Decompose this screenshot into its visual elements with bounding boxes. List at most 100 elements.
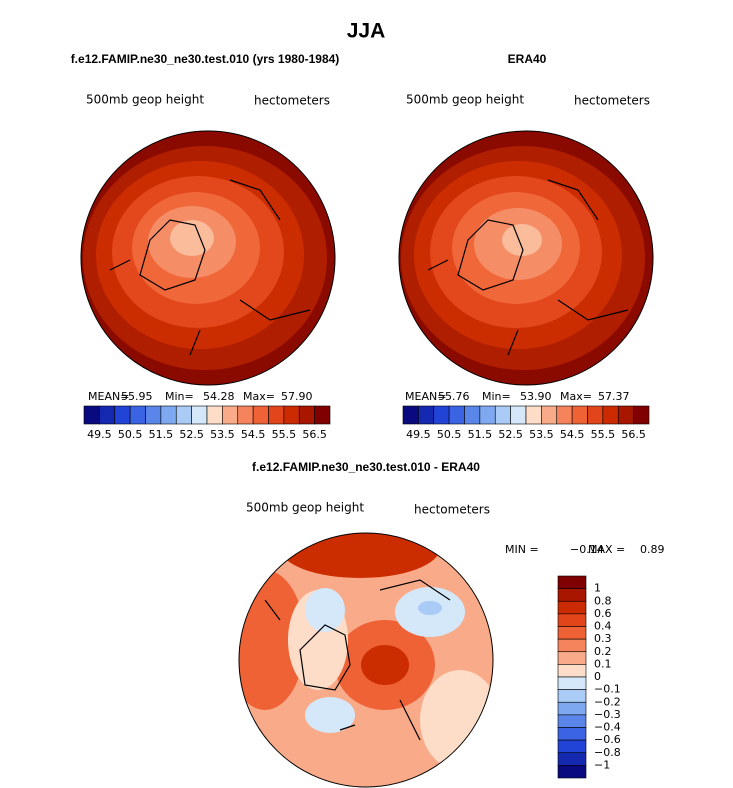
stat-value: 57.37 <box>598 390 630 403</box>
colorbar-box <box>494 405 511 425</box>
field-label: 500mb geop height <box>406 93 524 107</box>
colorbar-label: 50.5 <box>437 428 462 441</box>
colorbar-box <box>557 600 587 615</box>
colorbar-box <box>556 405 573 425</box>
stat-value: 55.76 <box>438 390 470 403</box>
colorbar-label: 0 <box>594 670 601 683</box>
coastlines <box>109 179 629 741</box>
colorbar-box <box>557 626 587 640</box>
map <box>399 131 653 385</box>
colorbar-box <box>448 405 465 425</box>
colorbar-box <box>557 765 587 779</box>
colorbar-box <box>602 405 619 425</box>
colorbar-label: 49.5 <box>406 428 431 441</box>
colorbar-box <box>510 405 527 425</box>
colorbar-box <box>557 689 587 703</box>
colorbar-label: 51.5 <box>149 428 174 441</box>
colorbar-box <box>464 405 481 425</box>
stat-label: MEAN= <box>88 390 129 403</box>
colorbar-box <box>298 405 315 425</box>
stat-value: −0.14 <box>570 543 604 556</box>
colorbar-box <box>222 405 239 425</box>
colorbar-box <box>191 405 208 425</box>
field-label: 500mb geop height <box>86 93 204 107</box>
colorbar-label: −0.4 <box>594 721 621 734</box>
colorbar-label: −0.8 <box>594 746 621 759</box>
stat-label: MIN = <box>505 543 539 556</box>
colorbar-label: 0.4 <box>594 620 612 633</box>
colorbar-box <box>114 405 131 425</box>
colorbar-label: 51.5 <box>468 428 493 441</box>
map <box>239 533 493 787</box>
colorbar-label: 49.5 <box>87 428 112 441</box>
panel-title: ERA40 <box>508 52 547 66</box>
colorbar-label: 55.5 <box>272 428 297 441</box>
colorbar-label: 52.5 <box>498 428 523 441</box>
colorbar-label: −0.2 <box>594 695 621 708</box>
stat-value: 57.90 <box>281 390 313 403</box>
colorbar-label: 0.1 <box>594 657 612 670</box>
colorbar-box <box>557 638 587 653</box>
colorbar-label: 0.2 <box>594 645 612 658</box>
panel-title: f.e12.FAMIP.ne30_ne30.test.010 (yrs 1980… <box>71 52 340 66</box>
colorbar-label: −0.1 <box>594 683 621 696</box>
stat-label: Min= <box>482 390 511 403</box>
colorbar-box <box>433 405 450 425</box>
colorbar-label: 56.5 <box>302 428 327 441</box>
colorbar-label: 56.5 <box>621 428 646 441</box>
colorbar-box <box>402 405 419 425</box>
colorbar-box <box>268 405 285 425</box>
colorbar-box <box>557 727 587 741</box>
colorbar-label: 0.3 <box>594 632 612 645</box>
map-border <box>238 532 494 788</box>
stat-value: 55.95 <box>121 390 153 403</box>
stat-label: MAX = <box>588 543 625 556</box>
map-border <box>80 130 336 386</box>
stat-label: Max= <box>560 390 592 403</box>
colorbar-box <box>283 405 300 425</box>
colorbar-label: 53.5 <box>529 428 554 441</box>
colorbar-box <box>525 405 542 425</box>
colorbar-box <box>314 405 331 425</box>
colorbar-box <box>160 405 177 425</box>
colorbar-box <box>479 405 496 425</box>
colorbar-box <box>557 664 587 678</box>
units-label: hectometers <box>414 503 490 517</box>
colorbar-box <box>557 676 587 690</box>
colorbar-box <box>99 405 116 425</box>
colorbar-box <box>633 405 650 425</box>
colorbar-box <box>557 651 587 665</box>
colorbar-box <box>83 405 100 425</box>
map <box>81 131 335 385</box>
colorbar-box <box>557 588 587 602</box>
stat-value: 53.90 <box>520 390 552 403</box>
colorbar-label: 54.5 <box>241 428 266 441</box>
colorbar-label: 55.5 <box>591 428 616 441</box>
colorbar-box <box>206 405 223 425</box>
units-label: hectometers <box>574 94 650 108</box>
colorbar-box <box>587 405 604 425</box>
colorbar-label: 1 <box>594 582 601 595</box>
colorbar-box <box>571 405 588 425</box>
colorbar-box <box>557 613 587 627</box>
colorbar-label: 53.5 <box>210 428 235 441</box>
colorbar-label: 0.8 <box>594 594 612 607</box>
colorbar-box <box>418 405 435 425</box>
colorbar-box <box>557 714 587 728</box>
panel-title: f.e12.FAMIP.ne30_ne30.test.010 - ERA40 <box>252 460 480 474</box>
colorbar-box <box>557 739 587 754</box>
colorbar-label: 0.6 <box>594 607 612 620</box>
colorbar-box <box>617 405 634 425</box>
stat-value: 0.89 <box>640 543 665 556</box>
stat-label: MEAN= <box>405 390 446 403</box>
colorbar-label: 54.5 <box>560 428 585 441</box>
colorbar-box <box>252 405 269 425</box>
map-border <box>398 130 654 386</box>
main-title: JJA <box>347 20 386 43</box>
field-label: 500mb geop height <box>246 501 364 515</box>
stat-label: Max= <box>243 390 275 403</box>
stat-value: 54.28 <box>203 390 235 403</box>
colorbar-label: −1 <box>594 758 610 771</box>
units-label: hectometers <box>254 94 330 108</box>
